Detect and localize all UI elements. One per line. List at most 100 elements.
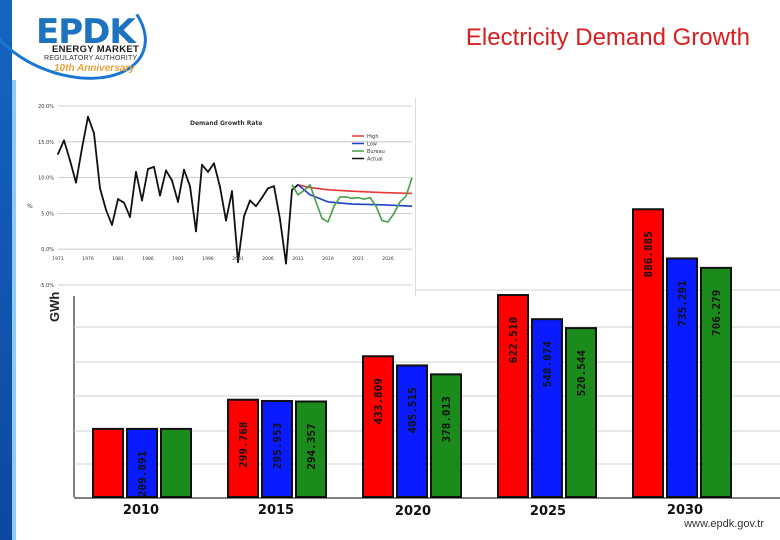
inset-actual-point xyxy=(183,168,185,171)
bar-bureau-2020 xyxy=(430,373,462,498)
inset-actual-point xyxy=(219,186,221,188)
bar-low-2020 xyxy=(396,364,428,499)
inset-actual-point xyxy=(261,196,263,199)
inset-actual-point xyxy=(165,169,167,172)
inset-y-tick: -5.0% xyxy=(39,283,54,289)
left-accent-stripe xyxy=(12,80,16,540)
bar-bureau-2010 xyxy=(160,427,192,499)
inset-actual-point xyxy=(273,185,275,188)
bar-low-2010 xyxy=(126,427,158,499)
inset-actual-point xyxy=(105,208,107,211)
inset-actual-point xyxy=(213,162,215,165)
inset-legend-label: Actual xyxy=(367,157,383,163)
bar-value-label: 295.953 xyxy=(271,423,284,469)
inset-x-tick: 1986 xyxy=(142,256,154,262)
bar-high-2025 xyxy=(497,294,529,498)
bar-value-label: 520.544 xyxy=(575,350,588,397)
left-accent-band xyxy=(0,0,12,540)
inset-actual-point xyxy=(117,198,119,200)
inset-x-tick: 1976 xyxy=(82,256,94,262)
bar-value-label: 548.074 xyxy=(541,341,554,388)
inset-legend-label: High xyxy=(367,134,379,140)
inset-x-tick: 2026 xyxy=(382,256,394,262)
bar-value-label: 294.357 xyxy=(305,423,318,469)
logo-line1: ENERGY MARKET xyxy=(52,44,140,55)
bar-value-label: 433.809 xyxy=(372,378,385,424)
bar-low-2015 xyxy=(261,399,293,499)
inset-actual-point xyxy=(279,218,281,221)
inset-x-tick: 2011 xyxy=(292,256,304,262)
x-category-label: 2030 xyxy=(667,503,703,518)
inset-actual-point xyxy=(129,216,131,218)
inset-actual-point xyxy=(249,199,251,202)
bar-bureau-2025 xyxy=(565,327,597,498)
inset-x-tick: 1981 xyxy=(112,256,124,262)
inset-actual-point xyxy=(189,185,191,188)
inset-actual-point xyxy=(93,132,95,135)
inset-actual-point xyxy=(243,215,245,218)
bar-value-label: 299.768 xyxy=(237,422,250,468)
inset-actual-point xyxy=(81,147,83,150)
inset-x-tick: 2021 xyxy=(352,256,364,262)
inset-y-tick: 5.0% xyxy=(41,211,54,217)
inset-actual-point xyxy=(201,163,203,166)
inset-actual-point xyxy=(159,194,161,197)
inset-actual-point xyxy=(225,219,227,222)
inset-legend-label: Low xyxy=(367,142,377,148)
epdk-logo: EPDK ENERGY MARKET REGULATORY AUTHORITY … xyxy=(0,0,163,101)
inset-x-tick: 1996 xyxy=(202,256,214,262)
inset-y-tick: 10.0% xyxy=(38,176,54,182)
growth-rate-inset: 20.0% 15.0% 10.0% 5.0% 0.0% -5.0%% 1971 1976 198… xyxy=(20,98,416,296)
inset-series-high xyxy=(297,184,413,195)
slide-title: Electricity Demand Growth xyxy=(465,24,750,51)
inset-actual-point xyxy=(141,199,143,202)
bar-value-label: 622.510 xyxy=(507,317,520,363)
inset-actual-point xyxy=(171,179,173,182)
inset-actual-point xyxy=(207,170,209,173)
inset-title: Demand Growth Rate xyxy=(190,120,262,127)
inset-actual-point xyxy=(153,165,155,168)
inset-actual-point xyxy=(135,170,137,173)
x-category-label: 2025 xyxy=(530,504,566,519)
growth-rate-line-chart: 20.0% 15.0% 10.0% 5.0% 0.0% -5.0%% 1971 1976 198… xyxy=(27,104,413,289)
x-category-label: 2015 xyxy=(258,503,294,518)
inset-x-tick: 2016 xyxy=(322,256,334,262)
inset-actual-point xyxy=(255,205,257,208)
x-category-label: 2010 xyxy=(123,503,159,518)
inset-actual-point xyxy=(267,187,269,190)
inset-series-bureau xyxy=(291,177,413,223)
inset-actual-point xyxy=(177,201,179,203)
inset-actual-point xyxy=(99,187,101,190)
inset-actual-point xyxy=(195,230,197,233)
inset-y-axis-label: % xyxy=(27,203,33,210)
inset-actual-point xyxy=(75,181,77,184)
bar-low-2030 xyxy=(666,257,698,499)
inset-actual-point xyxy=(237,261,239,263)
bar-low-2025 xyxy=(531,318,563,499)
inset-series-actual xyxy=(57,115,299,265)
inset-y-tick: 0.0% xyxy=(41,247,54,253)
bar-value-label: 209.891 xyxy=(136,450,149,497)
bar-bureau-2015 xyxy=(295,400,327,498)
bar-value-label: 886.885 xyxy=(642,231,655,277)
bar-high-2015 xyxy=(227,398,259,499)
logo-anniversary: 10th Anniversary xyxy=(54,63,135,74)
inset-x-tick: 1991 xyxy=(172,256,184,262)
bar-high-2010 xyxy=(92,427,124,499)
bar-chart-y-axis-label: GWh xyxy=(47,291,62,322)
bar-high-2030 xyxy=(632,208,664,498)
inset-actual-point xyxy=(147,168,149,170)
footer-url[interactable]: www.epdk.gov.tr xyxy=(684,518,764,530)
inset-actual-point xyxy=(69,159,71,162)
inset-actual-point xyxy=(57,153,59,155)
bar-value-label: 735.291 xyxy=(676,280,689,327)
inset-actual-point xyxy=(285,262,287,265)
bar-value-label: 405.515 xyxy=(406,387,419,433)
inset-legend-label: Bureau xyxy=(367,149,385,155)
inset-actual-point xyxy=(87,115,89,118)
inset-actual-point xyxy=(111,223,113,226)
inset-y-tick: 20.0% xyxy=(38,104,54,110)
bar-value-label: 706.279 xyxy=(710,290,723,336)
inset-series-low xyxy=(297,184,413,207)
